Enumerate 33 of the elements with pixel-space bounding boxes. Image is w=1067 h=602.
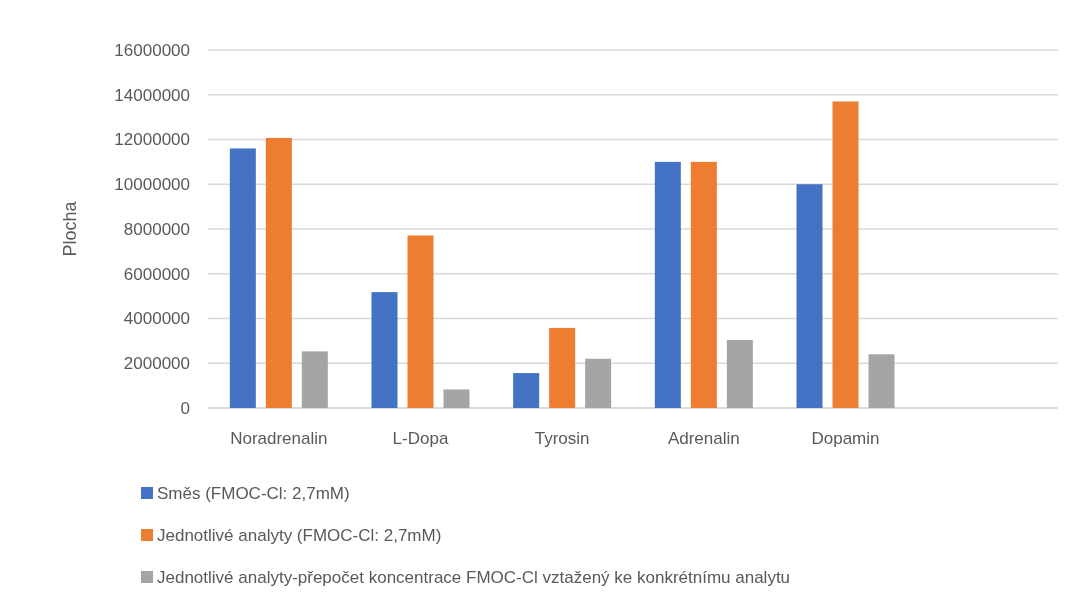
x-tick-label: Noradrenalin <box>230 429 328 448</box>
legend-label: Jednotlivé analyty-přepočet koncentrace FMOC-Cl vztažený ke konkrétnímu analytu <box>157 567 791 587</box>
bar <box>265 137 292 408</box>
bar <box>513 373 540 408</box>
y-tick-label: 4000000 <box>123 309 190 329</box>
bar <box>832 101 859 408</box>
y-tick-label: 6000000 <box>123 264 190 284</box>
y-axis-title: Plocha <box>60 200 80 257</box>
x-tick-label: Adrenalin <box>667 429 740 448</box>
bar <box>796 184 823 408</box>
bar <box>301 351 328 408</box>
bar <box>407 235 434 408</box>
bar <box>868 354 895 408</box>
x-tick-label: Tyrosin <box>534 429 590 448</box>
y-tick-label: 8000000 <box>123 219 190 239</box>
legend-label: Jednotlivé analyty (FMOC-Cl: 2,7mM) <box>157 525 442 545</box>
y-tick-label: 0 <box>180 398 190 418</box>
bar <box>549 327 576 408</box>
bar <box>654 161 681 408</box>
bar <box>371 292 398 408</box>
bar <box>585 358 612 408</box>
bar <box>443 389 470 408</box>
y-tick-label: 14000000 <box>114 85 190 105</box>
bar <box>726 339 753 408</box>
x-tick-label: L-Dopa <box>392 429 449 448</box>
y-tick-label: 12000000 <box>114 130 190 150</box>
y-tick-label: 16000000 <box>114 40 190 60</box>
y-tick-label: 2000000 <box>123 354 190 374</box>
bar <box>229 148 256 408</box>
y-tick-label: 10000000 <box>114 175 190 195</box>
bar <box>690 161 717 408</box>
x-tick-label: Dopamin <box>811 429 880 448</box>
legend-label: Směs (FMOC-Cl: 2,7mM) <box>157 483 350 503</box>
